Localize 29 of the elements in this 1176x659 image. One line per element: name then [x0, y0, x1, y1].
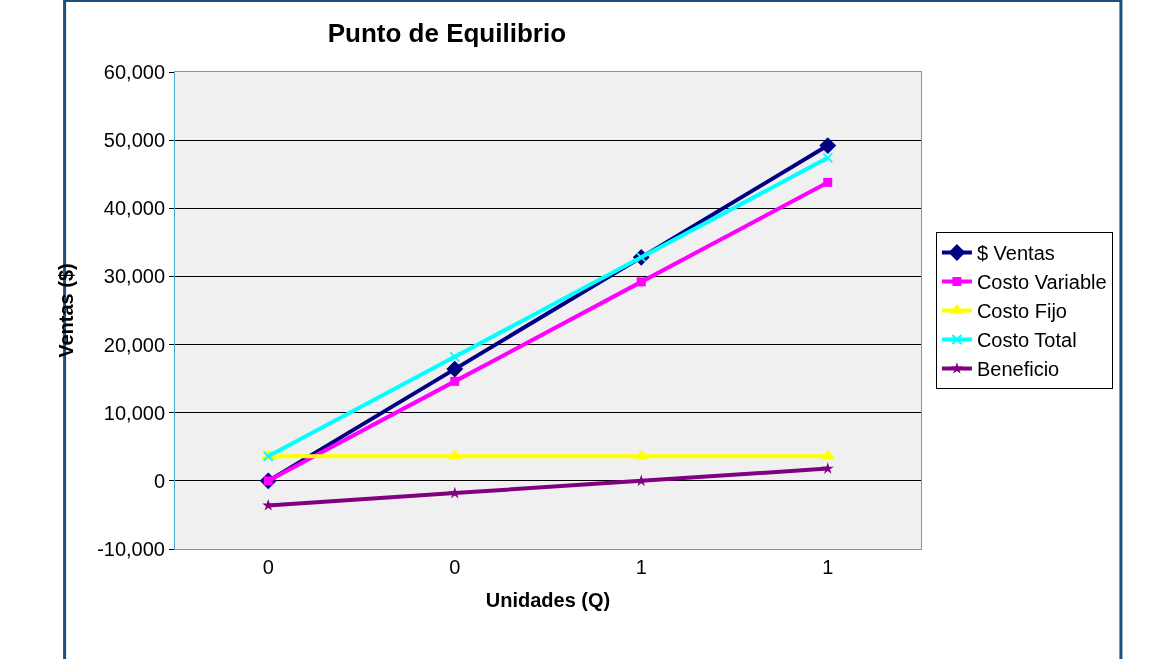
point: [819, 137, 837, 155]
y-tick-label: 10,000: [103, 401, 165, 424]
point: [823, 177, 833, 187]
point: [446, 360, 464, 378]
y-tick-label: 60,000: [103, 61, 165, 83]
legend-label: Costo Fijo: [976, 300, 1067, 323]
y-tick-label: 40,000: [103, 197, 165, 220]
x-tick-label: 1: [822, 556, 834, 578]
point: [262, 499, 275, 511]
point: [636, 277, 646, 287]
x-tick-label: 0: [262, 556, 274, 578]
legend-label: Costo Variable: [976, 271, 1107, 294]
x-tick-label: 1: [635, 556, 647, 578]
point: [450, 376, 460, 386]
y-tick-label: 0: [153, 469, 165, 492]
point: [821, 462, 834, 474]
y-tick-label: 30,000: [103, 265, 165, 288]
y-axis-title: Ventas ($): [54, 263, 77, 358]
legend-label: Costo Total: [976, 329, 1077, 352]
legend-label: $ Ventas: [976, 242, 1055, 265]
x-tick-label: 0: [449, 556, 461, 578]
y-tick-label: -10,000: [97, 538, 165, 560]
y-tick-label: 20,000: [103, 333, 165, 356]
y-tick-label: 50,000: [103, 129, 165, 152]
chart-title: Punto de Equilibrio: [327, 18, 567, 49]
legend-label: Beneficio: [976, 358, 1060, 381]
x-axis-title: Unidades (Q): [485, 588, 611, 611]
point: [822, 152, 834, 164]
point: [449, 351, 461, 363]
